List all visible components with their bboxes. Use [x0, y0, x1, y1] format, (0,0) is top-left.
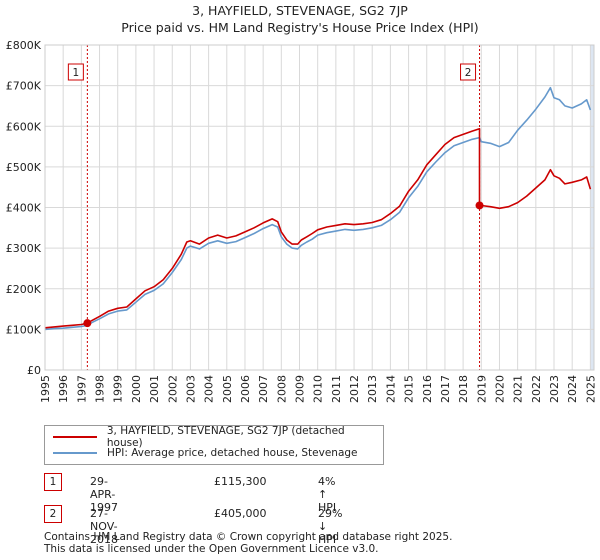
legend-swatch-property: [53, 436, 97, 438]
legend-swatch-hpi: [53, 452, 97, 454]
transaction-hpi-diff: 4% ↑ HPI: [318, 475, 337, 514]
y-tick-label: £800K: [6, 39, 42, 52]
transaction-hpi-diff: 29% ↓ HPI: [318, 507, 343, 546]
x-tick-label: 2007: [257, 375, 270, 403]
x-tick-label: 2009: [294, 375, 307, 403]
legend-item-property: 3, HAYFIELD, STEVENAGE, SG2 7JP (detache…: [53, 425, 383, 449]
x-tick-label: 2022: [530, 375, 543, 403]
x-tick-label: 2019: [475, 375, 488, 403]
x-tick-label: 2001: [148, 375, 161, 403]
property-price-line: [44, 127, 592, 329]
x-tick-label: 2020: [493, 375, 506, 403]
sale-point-marker: [475, 201, 484, 210]
x-tick-label: 1998: [94, 375, 107, 403]
y-tick-label: £100K: [6, 323, 42, 336]
x-tick-label: 2003: [184, 375, 197, 403]
footer-licence: This data is licensed under the Open Gov…: [44, 543, 379, 555]
footer-copyright: Contains HM Land Registry data © Crown c…: [44, 531, 453, 543]
x-tick-label: 2002: [166, 375, 179, 403]
x-tick-label: 2021: [512, 375, 525, 403]
x-tick-label: 2025: [584, 375, 597, 403]
plot-frame: [44, 44, 595, 371]
x-tick-label: 2024: [566, 375, 579, 403]
chart-title: 3, HAYFIELD, STEVENAGE, SG2 7JP: [192, 3, 408, 18]
x-tick-label: 2014: [384, 375, 397, 403]
x-tick-label: 2011: [330, 375, 343, 403]
x-tick-label: 2008: [275, 375, 288, 403]
transaction-date: 29-APR-1997: [90, 475, 118, 514]
y-tick-label: £300K: [6, 242, 42, 255]
y-tick-label: £200K: [6, 283, 42, 296]
x-tick-label: 2005: [221, 375, 234, 403]
legend-label-hpi: HPI: Average price, detached house, Stev…: [107, 447, 358, 459]
x-tick-label: 2016: [421, 375, 434, 403]
x-tick-label: 1997: [75, 375, 88, 403]
x-tick-label: 2000: [130, 375, 143, 403]
hpi-line: [44, 86, 592, 331]
transaction-number: 2: [44, 505, 62, 523]
sale-label-number: 1: [73, 67, 80, 79]
sale-label-box: [460, 63, 477, 81]
x-tick-label: 2015: [403, 375, 416, 403]
x-tick-label: 1995: [39, 375, 52, 403]
transaction-date: 27-NOV-2018: [90, 507, 118, 546]
y-tick-label: £700K: [6, 80, 42, 93]
price-chart: £0 £100K £200K £300K £400K £500K £600K £700K £80…: [6, 39, 598, 403]
sale-label-box: [67, 63, 84, 81]
x-tick-label: 1996: [57, 375, 70, 403]
y-tick-label: £400K: [6, 202, 42, 215]
x-tick-label: 2013: [366, 375, 379, 403]
y-tick-label: £600K: [6, 120, 42, 133]
legend-label-property: 3, HAYFIELD, STEVENAGE, SG2 7JP (detache…: [106, 425, 345, 449]
x-tick-label: 2004: [203, 375, 216, 403]
legend-item-hpi: HPI: Average price, detached house, Stev…: [53, 445, 358, 461]
transaction-price: £405,000: [214, 507, 267, 520]
x-tick-label: 2010: [312, 375, 325, 403]
x-tick-label: 2012: [348, 375, 361, 403]
y-tick-label: £500K: [6, 161, 42, 174]
x-tick-label: 2018: [457, 375, 470, 403]
x-tick-label: 2006: [239, 375, 252, 403]
y-tick-label: £0: [27, 364, 41, 377]
x-tick-label: 2023: [548, 375, 561, 403]
sale-label-number: 2: [465, 67, 472, 79]
chart-legend: 3, HAYFIELD, STEVENAGE, SG2 7JP (detache…: [44, 425, 384, 465]
transaction-number: 1: [44, 473, 62, 491]
x-tick-label: 2017: [439, 375, 452, 403]
chart-subtitle: Price paid vs. HM Land Registry's House …: [121, 20, 479, 35]
x-tick-label: 1999: [112, 375, 125, 403]
transaction-price: £115,300: [214, 475, 267, 488]
sale-point-marker: [83, 319, 92, 328]
